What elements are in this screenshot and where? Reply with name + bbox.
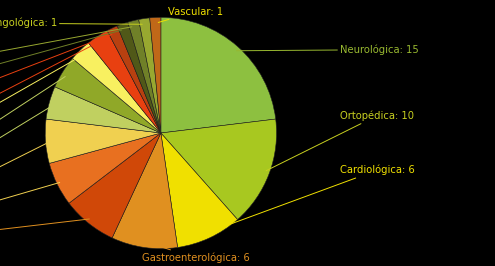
Text: Vascular: 1: Vascular: 1 bbox=[158, 7, 223, 23]
Wedge shape bbox=[149, 17, 161, 133]
Text: Pneumológica: 4: Pneumológica: 4 bbox=[0, 142, 49, 196]
Wedge shape bbox=[50, 133, 161, 203]
Text: Otorrinolaringológica: 1: Otorrinolaringológica: 1 bbox=[0, 18, 142, 28]
Text: Neurológica: 15: Neurológica: 15 bbox=[237, 44, 419, 55]
Text: Dermatológica: 2: Dermatológica: 2 bbox=[0, 56, 82, 136]
Text: Odontológica: 1: Odontológica: 1 bbox=[0, 30, 122, 82]
Wedge shape bbox=[45, 119, 161, 163]
Text: Endocrinológica: 3: Endocrinológica: 3 bbox=[0, 106, 52, 175]
Wedge shape bbox=[72, 43, 161, 133]
Wedge shape bbox=[89, 31, 161, 133]
Text: Ginecológica: 5: Ginecológica: 5 bbox=[0, 219, 89, 240]
Wedge shape bbox=[139, 18, 161, 133]
Text: Hematológica: 3: Hematológica: 3 bbox=[0, 77, 65, 156]
Wedge shape bbox=[128, 19, 161, 133]
Wedge shape bbox=[112, 133, 178, 249]
Text: Ortopédica: 10: Ortopédica: 10 bbox=[266, 110, 414, 171]
Wedge shape bbox=[55, 59, 161, 133]
Wedge shape bbox=[69, 133, 161, 238]
Wedge shape bbox=[161, 133, 238, 247]
Wedge shape bbox=[107, 26, 161, 133]
Text: Gastroenterológica: 6: Gastroenterológica: 6 bbox=[142, 243, 249, 263]
Text: Cardiológica: 6: Cardiológica: 6 bbox=[210, 165, 415, 232]
Wedge shape bbox=[117, 22, 161, 133]
Text: Oftalmológica: 1: Oftalmológica: 1 bbox=[0, 27, 132, 65]
Wedge shape bbox=[46, 87, 161, 133]
Text: Autoimune: 4: Autoimune: 4 bbox=[0, 182, 60, 217]
Wedge shape bbox=[161, 17, 276, 133]
Text: Urológica: 2: Urológica: 2 bbox=[0, 42, 98, 117]
Wedge shape bbox=[161, 119, 277, 219]
Text: Nefrológica: 1: Nefrológica: 1 bbox=[0, 34, 112, 99]
